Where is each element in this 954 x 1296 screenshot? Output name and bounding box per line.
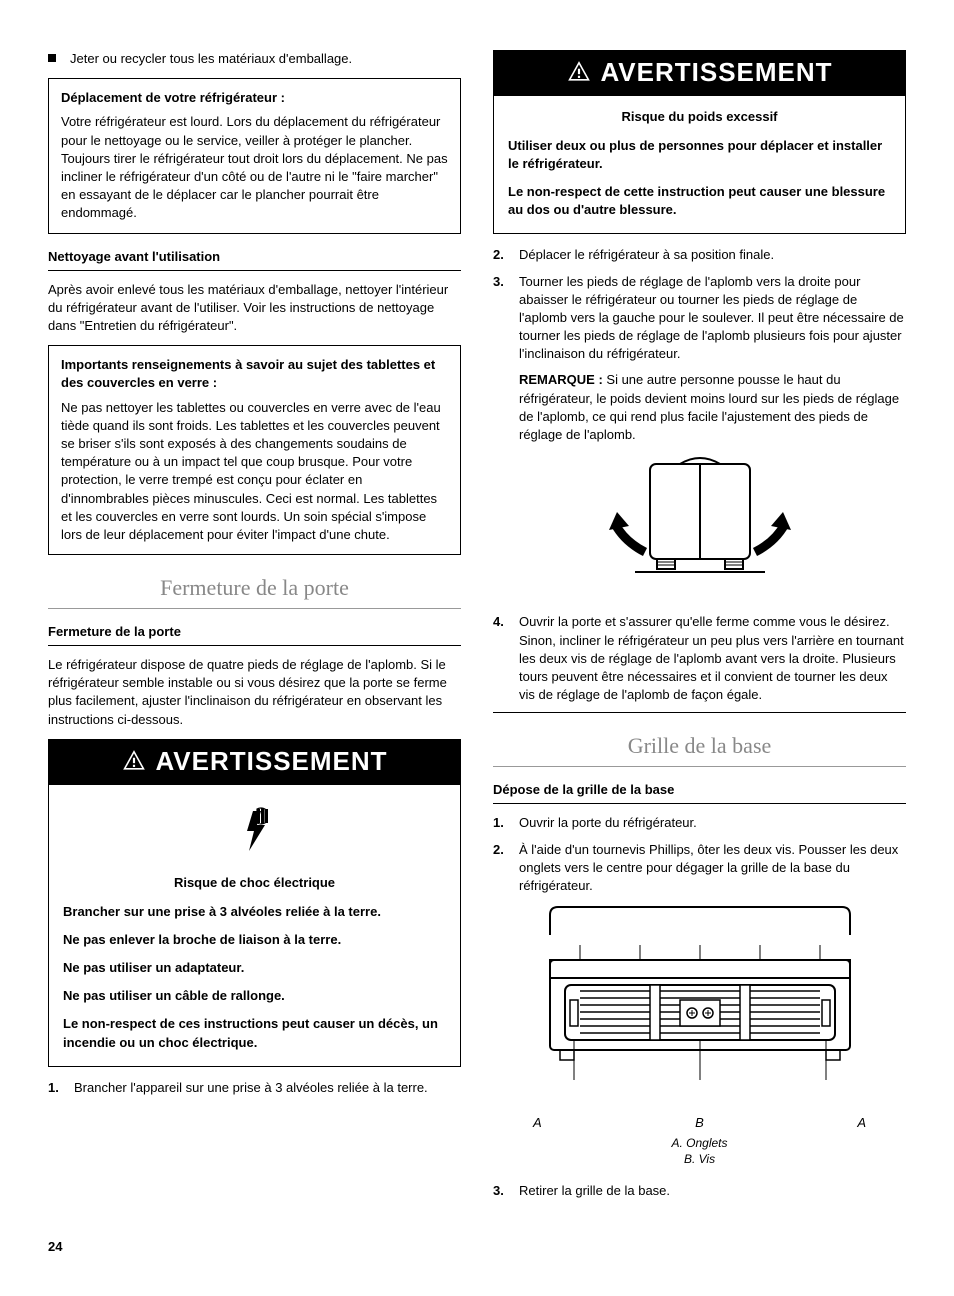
warning-line: Ne pas utiliser un câble de rallonge. — [63, 987, 446, 1005]
box-title: Importants renseignements à savoir au su… — [61, 356, 448, 392]
remark-label: REMARQUE : — [519, 372, 603, 387]
step-text: Brancher l'appareil sur une prise à 3 al… — [74, 1079, 461, 1097]
warning-triangle-icon — [121, 748, 147, 774]
warning-triangle-icon — [566, 59, 592, 85]
list-item: 2. À l'aide d'un tournevis Phillips, ôte… — [493, 841, 906, 896]
warning-line: Ne pas utiliser un adaptateur. — [63, 959, 446, 977]
divider — [493, 803, 906, 804]
info-box-glass: Importants renseignements à savoir au su… — [48, 345, 461, 555]
divider — [493, 712, 906, 713]
right-column: AVERTISSEMENT Risque du poids excessif U… — [493, 50, 906, 1208]
warning-header: AVERTISSEMENT — [48, 739, 461, 785]
box-title: Déplacement de votre réfrigérateur : — [61, 89, 448, 107]
warning-risk: Risque du poids excessif — [508, 108, 891, 126]
warning-line: Le non-respect de cette instruction peut… — [508, 183, 891, 219]
list-item: 2. Déplacer le réfrigérateur à sa positi… — [493, 246, 906, 264]
step-number: 3. — [493, 1182, 509, 1200]
list-item: 3. Retirer la grille de la base. — [493, 1182, 906, 1200]
bullet-text: Jeter ou recycler tous les matériaux d'e… — [70, 50, 352, 68]
figure-label-a: A — [533, 1114, 542, 1132]
step-text: Ouvrir la porte du réfrigérateur. — [519, 814, 906, 832]
divider — [48, 608, 461, 609]
warning-line: Utiliser deux ou plus de personnes pour … — [508, 137, 891, 173]
warning-label: AVERTISSEMENT — [600, 54, 832, 90]
page-columns: Jeter ou recycler tous les matériaux d'e… — [48, 50, 906, 1208]
divider — [48, 645, 461, 646]
remark: REMARQUE : Si une autre personne pousse … — [519, 371, 906, 444]
figure-grille: A B A A. Onglets B. Vis — [493, 905, 906, 1168]
warning-line: Le non-respect de ces instructions peut … — [63, 1015, 446, 1051]
warning-risk: Risque de choc électrique — [63, 874, 446, 892]
step-number: 2. — [493, 841, 509, 896]
list-item: 1. Ouvrir la porte du réfrigérateur. — [493, 814, 906, 832]
box-body: Ne pas nettoyer les tablettes ou couverc… — [61, 399, 448, 545]
left-column: Jeter ou recycler tous les matériaux d'e… — [48, 50, 461, 1208]
divider — [48, 270, 461, 271]
page-number: 24 — [48, 1238, 906, 1256]
list-item: 1. Brancher l'appareil sur une prise à 3… — [48, 1079, 461, 1097]
list-item: 4. Ouvrir la porte et s'assurer qu'elle … — [493, 613, 906, 704]
caption-line: A. Onglets — [493, 1136, 906, 1152]
section-title-door: Fermeture de la porte — [48, 573, 461, 604]
warning-panel-weight: AVERTISSEMENT Risque du poids excessif U… — [493, 50, 906, 234]
figure-leveling — [493, 454, 906, 599]
warning-line: Brancher sur une prise à 3 alvéoles reli… — [63, 903, 446, 921]
warning-body: Risque de choc électrique Brancher sur u… — [48, 785, 461, 1067]
figure-label-a: A — [857, 1114, 866, 1132]
step-text: Déplacer le réfrigérateur à sa position … — [519, 246, 906, 264]
step-text: Tourner les pieds de réglage de l'aplomb… — [519, 273, 906, 364]
subheading-grille: Dépose de la grille de la base — [493, 781, 906, 799]
step-text: Retirer la grille de la base. — [519, 1182, 906, 1200]
step-number: 4. — [493, 613, 509, 704]
step-text: À l'aide d'un tournevis Phillips, ôter l… — [519, 841, 906, 896]
figure-caption: A. Onglets B. Vis — [493, 1136, 906, 1167]
warning-line: Ne pas enlever la broche de liaison à la… — [63, 931, 446, 949]
figure-label-b: B — [695, 1114, 704, 1132]
list-item: Jeter ou recycler tous les matériaux d'e… — [48, 50, 461, 68]
shock-icon — [63, 803, 446, 864]
step-number: 2. — [493, 246, 509, 264]
paragraph: Après avoir enlevé tous les matériaux d'… — [48, 281, 461, 336]
step-number: 1. — [48, 1079, 64, 1097]
warning-panel-electric: AVERTISSEMENT Risque de choc électrique … — [48, 739, 461, 1067]
caption-line: B. Vis — [493, 1152, 906, 1168]
warning-label: AVERTISSEMENT — [155, 743, 387, 779]
step-text: Ouvrir la porte et s'assurer qu'elle fer… — [519, 613, 906, 704]
warning-body: Risque du poids excessif Utiliser deux o… — [493, 96, 906, 234]
step-number: 3. — [493, 273, 509, 364]
divider — [493, 766, 906, 767]
subheading-cleaning: Nettoyage avant l'utilisation — [48, 248, 461, 266]
section-title-grille: Grille de la base — [493, 731, 906, 762]
step-number: 1. — [493, 814, 509, 832]
bullet-icon — [48, 54, 56, 62]
subheading-door: Fermeture de la porte — [48, 623, 461, 641]
info-box-moving: Déplacement de votre réfrigérateur : Vot… — [48, 78, 461, 233]
paragraph: Le réfrigérateur dispose de quatre pieds… — [48, 656, 461, 729]
figure-labels: A B A — [533, 1114, 866, 1132]
box-body: Votre réfrigérateur est lourd. Lors du d… — [61, 113, 448, 222]
list-item: 3. Tourner les pieds de réglage de l'apl… — [493, 273, 906, 364]
warning-header: AVERTISSEMENT — [493, 50, 906, 96]
